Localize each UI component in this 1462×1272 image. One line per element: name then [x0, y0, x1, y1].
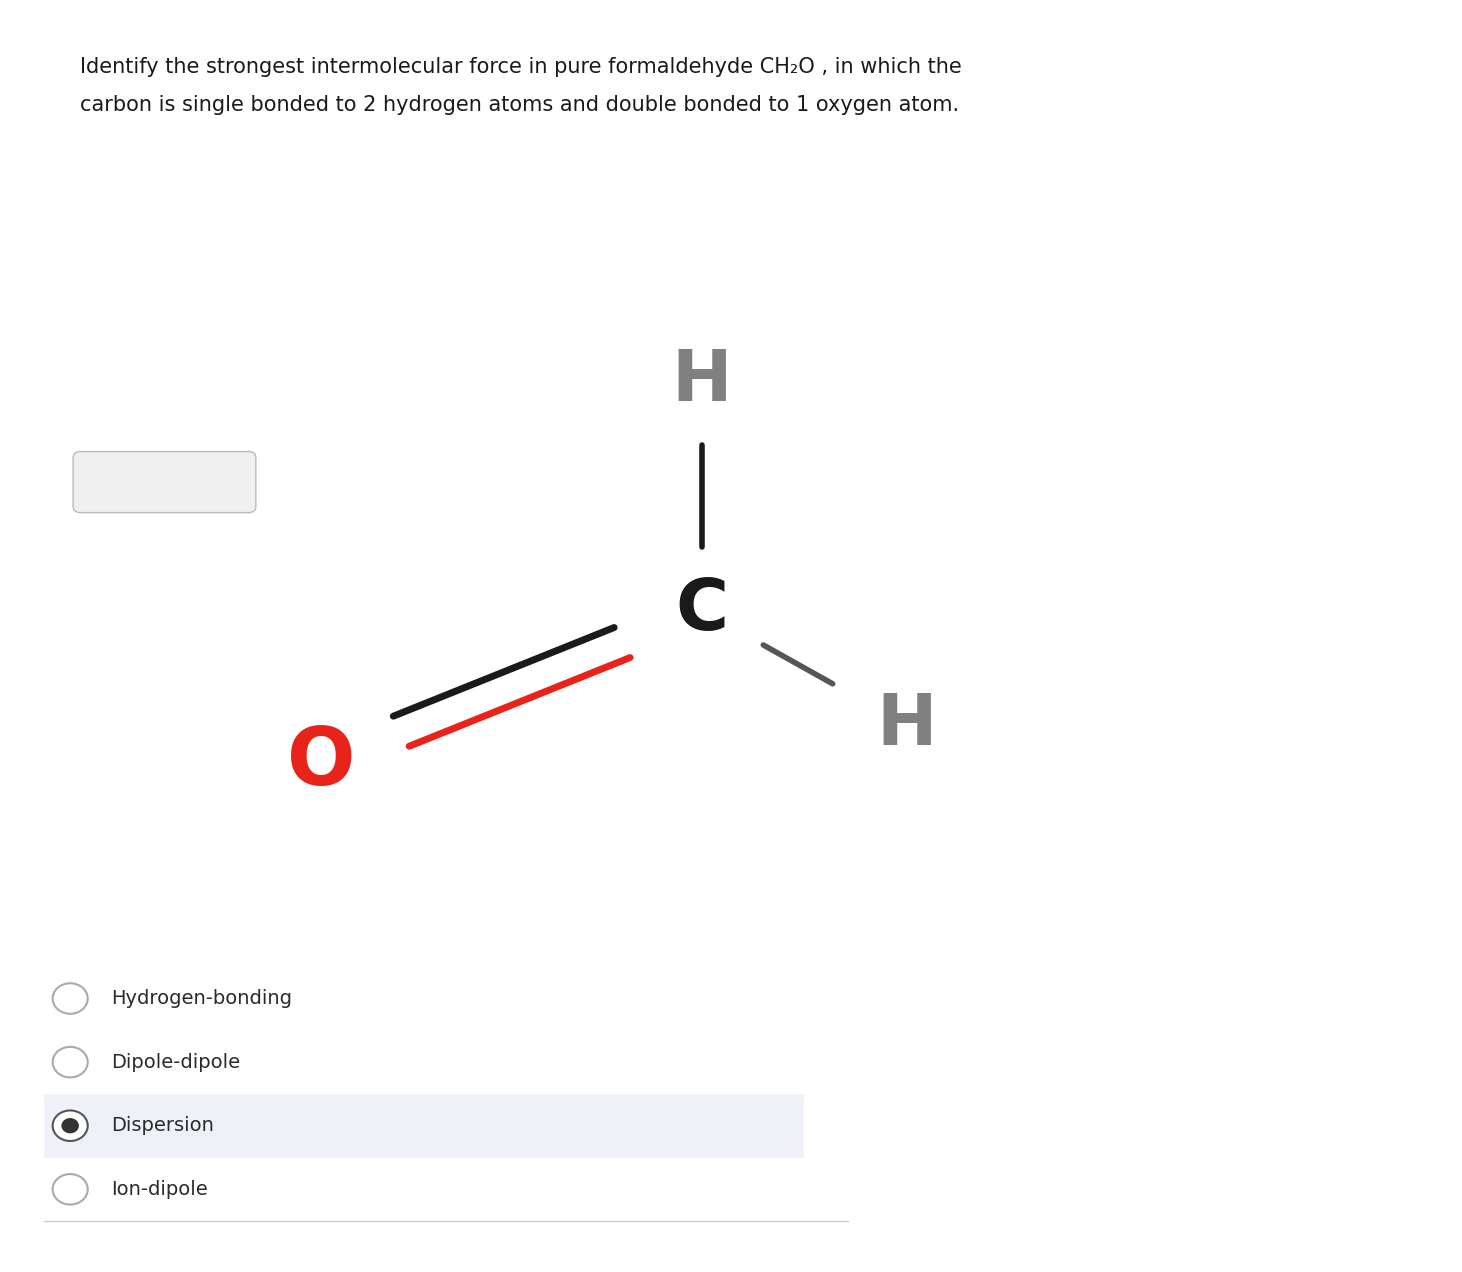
Text: formaldehyde: formaldehyde — [111, 476, 216, 491]
Text: H: H — [876, 691, 937, 759]
Text: Ion-dipole: Ion-dipole — [111, 1180, 208, 1198]
Text: O: O — [288, 724, 355, 803]
Text: Identify the strongest intermolecular force in pure formaldehyde CH₂O , in which: Identify the strongest intermolecular fo… — [80, 57, 962, 78]
Text: Dispersion: Dispersion — [111, 1117, 213, 1135]
Text: Dipole-dipole: Dipole-dipole — [111, 1053, 240, 1071]
Text: C: C — [675, 576, 728, 645]
Circle shape — [53, 1047, 88, 1077]
FancyBboxPatch shape — [44, 1094, 804, 1158]
Text: Hydrogen-bonding: Hydrogen-bonding — [111, 990, 292, 1007]
Text: carbon is single bonded to 2 hydrogen atoms and double bonded to 1 oxygen atom.: carbon is single bonded to 2 hydrogen at… — [80, 95, 959, 116]
Text: H: H — [671, 347, 732, 416]
Circle shape — [53, 1110, 88, 1141]
Circle shape — [61, 1118, 79, 1133]
FancyBboxPatch shape — [73, 452, 256, 513]
Circle shape — [53, 1174, 88, 1205]
Circle shape — [53, 983, 88, 1014]
